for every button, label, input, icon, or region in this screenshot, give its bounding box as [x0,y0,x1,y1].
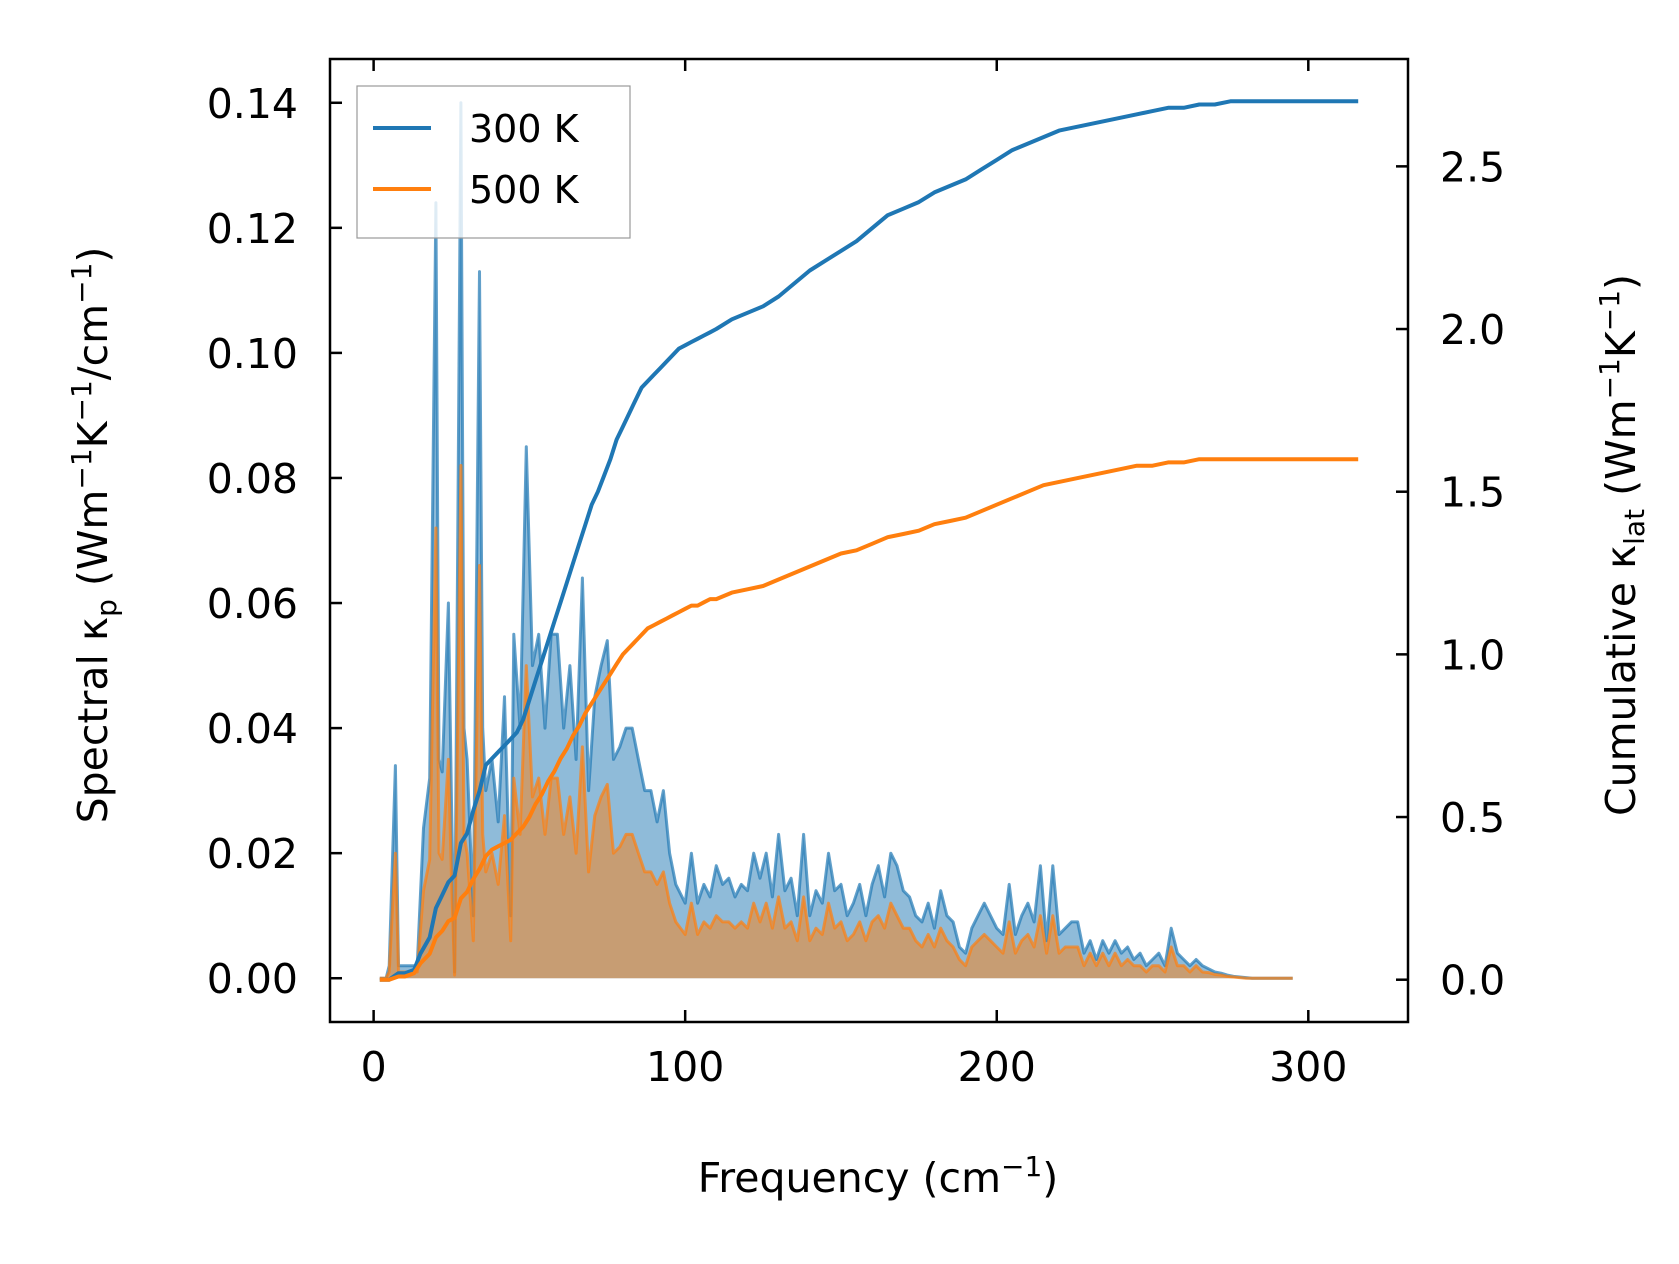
y-right-tick-label: 1.0 [1440,631,1505,679]
plot-frame [328,57,1410,1024]
x-axis-title-sup: −1 [1001,1150,1042,1183]
y-left-tick-label: 0.14 [207,80,298,128]
y-left-title-p2: (Wm [69,490,117,600]
y-right-tick-label: 0.5 [1440,794,1505,842]
y-right-title-sub: lat [1618,509,1651,545]
legend-label-300k: 300 K [469,107,580,151]
y-left-title-sup2: −1 [65,380,98,421]
y-right-title-sup2: −1 [1593,290,1626,331]
y-left-tick-label: 0.10 [207,330,298,378]
plot-area [379,99,1359,982]
x-tick-label: 0 [361,1043,387,1091]
x-axis-title: Frequency (cm−1) [698,1150,1059,1202]
y-right-tick-label: 0.0 [1440,957,1505,1005]
y-right-title-sup1: −1 [1593,358,1626,399]
y-right-title-p4: ) [1597,274,1645,290]
spectral-area-500k [379,465,1293,979]
spectral-line-300k [379,101,1293,980]
x-tick-label: 300 [1269,1043,1347,1091]
y-left-title-p5: ) [69,247,117,263]
y-left-tick-label: 0.00 [207,955,298,1003]
spectral-line-500k [379,464,1293,980]
legend-label-500k: 500 K [469,168,580,212]
y-left-title-p4: /cm [69,304,117,380]
x-tick-label: 100 [646,1043,724,1091]
y-right-tick-label: 2.5 [1440,143,1505,191]
y-left-tick-label: 0.04 [207,705,298,753]
y-right-tick-label: 1.5 [1440,469,1505,517]
y-left-tick-label: 0.12 [207,205,298,253]
legend: 300 K 500 K [356,85,631,239]
y-left-tick-label: 0.08 [207,455,298,503]
y-left-title-p3: K [69,420,117,448]
y-left-title-p1: Spectral κ [69,617,117,823]
y-right-axis-title: Cumulative κlat (Wm−1K−1) [1593,274,1651,816]
spectral-area-300k [379,102,1293,979]
y-left-title-sub: p [90,599,123,617]
y-left-title-sup1: −1 [65,448,98,489]
y-right-title-p3: K [1597,330,1645,358]
cumulative-line-500k [379,457,1359,982]
y-left-axis-title: Spectral κp (Wm−1K−1/cm−1) [65,247,123,824]
cumulative-line-300k [379,99,1359,982]
legend-frame [356,85,631,239]
y-right-title-p1: Cumulative κ [1597,545,1645,816]
x-tick-label: 200 [958,1043,1036,1091]
y-left-tick-label: 0.06 [207,580,298,628]
axes: 0 100 200 300 0.00 0.02 0.04 0.06 0.08 0.10 0.12 0.… [207,57,1505,1091]
y-left-title-sup3: −1 [65,263,98,304]
y-right-tick-label: 2.0 [1440,306,1505,354]
x-axis-title-main: Frequency (cm [698,1154,1001,1202]
y-left-tick-label: 0.02 [207,830,298,878]
y-right-title-p2: (Wm [1597,399,1645,509]
x-axis-title-tail: ) [1042,1154,1058,1202]
